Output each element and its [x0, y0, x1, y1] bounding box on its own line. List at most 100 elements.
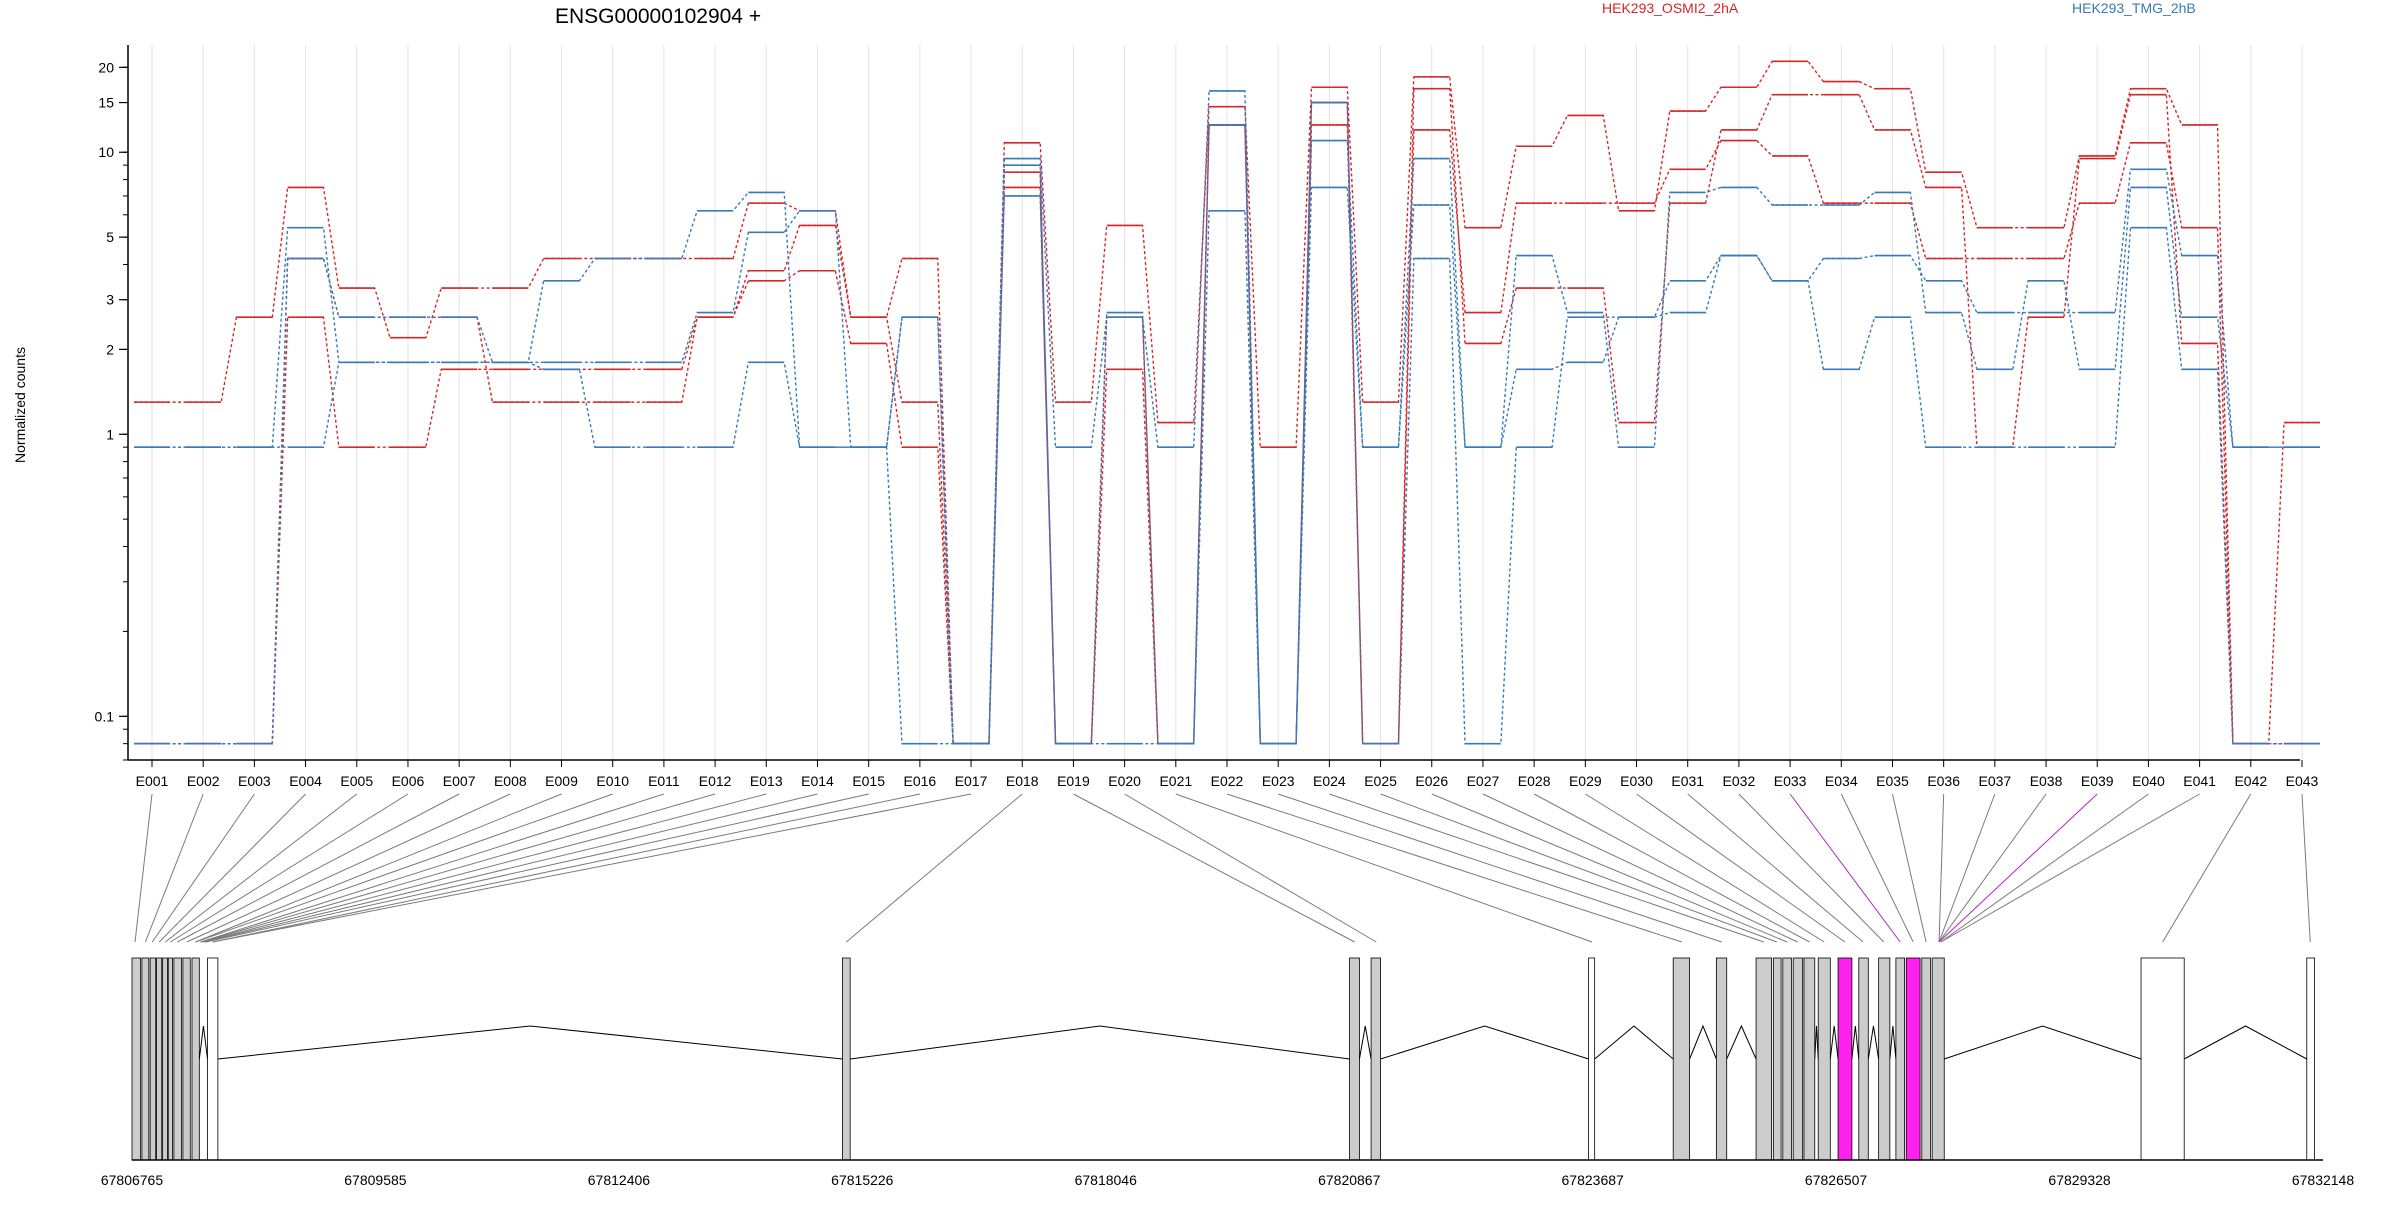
exon-connector [1938, 793, 2098, 943]
x-tick-label: E022 [1211, 773, 1244, 789]
intron-line [2183, 1025, 2308, 1060]
x-tick-label: E043 [2286, 773, 2319, 789]
exon-box [1858, 957, 1869, 1161]
exon-connector [1380, 793, 1777, 943]
exon-box [1772, 957, 1782, 1161]
x-tick-label: E005 [340, 773, 373, 789]
x-tick-label: E010 [596, 773, 629, 789]
exon-connector [1124, 793, 1377, 943]
y-tick-label: 3 [106, 292, 114, 308]
exon-box [1370, 957, 1381, 1161]
x-tick-label: E014 [801, 773, 834, 789]
exon-connector [1687, 793, 1864, 943]
exon-connector [845, 793, 1023, 943]
exon-connector [151, 793, 255, 943]
x-tick-label: E031 [1671, 773, 1704, 789]
exon-connector [202, 793, 767, 943]
exon-box [1895, 957, 1905, 1161]
exon-connector [2301, 793, 2311, 943]
coord-tick-label: 67826507 [1805, 1172, 1868, 1188]
x-tick-label: E006 [392, 773, 425, 789]
coord-tick-label: 67809585 [344, 1172, 407, 1188]
coord-tick-label: 67818046 [1075, 1172, 1138, 1188]
exon-box [182, 957, 191, 1161]
exon-connector [170, 793, 409, 943]
exon-box [1905, 957, 1921, 1161]
x-tick-label: E040 [2132, 773, 2165, 789]
exon-box [191, 957, 200, 1161]
y-tick-label: 0.1 [95, 708, 115, 724]
exon-box [1921, 957, 1931, 1161]
intron-line [1944, 1025, 2142, 1060]
y-axis: 0.1 1 2 3 5 10 15 20 [95, 45, 129, 761]
intron-line [1358, 1025, 1372, 1060]
x-tick-label: E038 [2030, 773, 2063, 789]
series-6 [134, 101, 2320, 745]
x-tick-label: E029 [1569, 773, 1602, 789]
exon-connector [186, 793, 511, 943]
x-tick-label: E011 [648, 773, 680, 789]
exon-connector [203, 793, 818, 943]
exon-box [841, 957, 851, 1161]
exon-connector [1175, 793, 1593, 943]
x-tick-label: E035 [1876, 773, 1909, 789]
exon-connector [1840, 793, 1914, 943]
exon-connector [1073, 793, 1355, 943]
exon-connector [158, 793, 306, 943]
exon-connector [200, 793, 716, 943]
x-tick-label: E015 [852, 773, 885, 789]
exon-box [2306, 957, 2315, 1161]
exon-connector [1789, 793, 1901, 943]
coord-tick-label: 67829328 [2048, 1172, 2111, 1188]
x-tick-label: E012 [699, 773, 732, 789]
x-tick-label: E018 [1006, 773, 1039, 789]
x-tick-label: E024 [1313, 773, 1346, 789]
grid-layer [151, 45, 2303, 760]
x-tick-label: E027 [1467, 773, 1500, 789]
exon-connector [134, 793, 153, 943]
coord-tick-label: 67823687 [1562, 1172, 1625, 1188]
exon-connector [1226, 793, 1682, 943]
intron-line [1380, 1025, 1589, 1060]
y-tick-label: 1 [106, 426, 114, 442]
intron-line [1829, 1025, 1839, 1060]
exon-box [167, 957, 173, 1161]
exon-connectors [134, 793, 2311, 943]
exon-box [1349, 957, 1360, 1161]
x-tick-label: E030 [1620, 773, 1653, 789]
exon-box [173, 957, 183, 1161]
coord-tick-label: 67812406 [588, 1172, 651, 1188]
x-tick-label: E019 [1057, 773, 1090, 789]
legend-label-tmg: HEK293_TMG_2hB [2072, 0, 2196, 16]
x-tick-label: E026 [1415, 773, 1448, 789]
y-tick-label: 5 [106, 229, 114, 245]
x-tick-label: E016 [904, 773, 937, 789]
exon-box [1931, 957, 1945, 1161]
y-axis-label: Normalized counts [12, 347, 28, 463]
x-tick-label: E003 [238, 773, 271, 789]
exon-connector [1278, 793, 1722, 943]
y-tick-label: 20 [98, 59, 114, 75]
exon-connector [1891, 793, 1927, 943]
exon-box [156, 957, 163, 1161]
exon-connector [1940, 793, 2149, 943]
series-layer [134, 60, 2320, 745]
x-tick-label: E021 [1159, 773, 1192, 789]
exon-connector [1938, 793, 1945, 943]
x-tick-label: E028 [1518, 773, 1551, 789]
exon-connector [177, 793, 460, 943]
exon-box [1782, 957, 1792, 1161]
x-tick-label: E042 [2234, 773, 2267, 789]
intron-line [217, 1025, 843, 1060]
exon-connector [164, 793, 358, 943]
exon-box [1837, 957, 1853, 1161]
exon-box [1817, 957, 1831, 1161]
intron-line [1689, 1024, 1717, 1060]
exon-box [1878, 957, 1891, 1161]
exon-connector [1431, 793, 1788, 943]
x-tick-label: E033 [1774, 773, 1807, 789]
exon-connector [1938, 793, 2047, 943]
gene-model [131, 957, 2315, 1161]
x-tick-label: E001 [136, 773, 169, 789]
